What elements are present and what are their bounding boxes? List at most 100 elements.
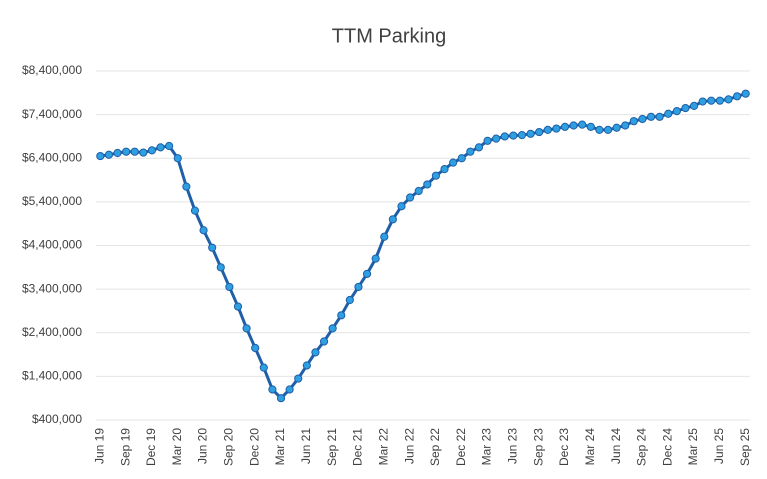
x-tick-label: Sep 23 bbox=[531, 428, 545, 466]
data-point bbox=[646, 112, 656, 121]
x-tick-label: Mar 24 bbox=[583, 428, 597, 466]
y-tick-label: $2,400,000 bbox=[22, 325, 82, 339]
data-point bbox=[414, 186, 423, 196]
data-point bbox=[474, 143, 484, 152]
data-point bbox=[732, 92, 742, 101]
data-point bbox=[423, 180, 432, 189]
x-tick-label: Sep 24 bbox=[635, 428, 649, 466]
x-tick-label: Jun 21 bbox=[299, 428, 313, 464]
data-point bbox=[242, 324, 251, 333]
data-point bbox=[440, 165, 449, 174]
data-point bbox=[698, 97, 707, 106]
y-tick-label: $5,400,000 bbox=[22, 194, 82, 208]
x-tick-label: Sep 22 bbox=[428, 428, 442, 466]
data-point bbox=[371, 254, 380, 263]
data-point bbox=[689, 101, 699, 111]
data-point bbox=[104, 150, 114, 159]
data-point bbox=[319, 337, 329, 346]
data-point bbox=[664, 109, 673, 118]
x-tick-label: Dec 20 bbox=[247, 428, 261, 466]
y-tick-label: $8,400,000 bbox=[22, 63, 82, 77]
y-tick-label: $7,400,000 bbox=[22, 107, 82, 121]
data-point bbox=[156, 143, 165, 152]
data-point bbox=[276, 394, 286, 403]
data-line bbox=[100, 92, 747, 400]
data-point bbox=[552, 124, 561, 133]
x-tick-label: Jun 25 bbox=[712, 428, 726, 464]
data-point bbox=[147, 146, 157, 155]
data-point bbox=[526, 129, 535, 138]
x-tick-label: Sep 21 bbox=[325, 428, 339, 466]
data-point bbox=[251, 343, 260, 353]
data-point bbox=[492, 134, 501, 143]
data-point bbox=[328, 324, 337, 333]
x-tick-label: Jun 23 bbox=[506, 428, 520, 464]
data-point bbox=[259, 363, 268, 372]
x-tick-label: Dec 24 bbox=[660, 428, 674, 466]
data-point bbox=[509, 131, 518, 140]
data-point bbox=[388, 215, 397, 224]
data-point bbox=[139, 148, 148, 157]
data-point bbox=[397, 202, 406, 211]
data-point bbox=[354, 282, 363, 292]
x-tick-label: Jun 22 bbox=[402, 428, 416, 464]
x-tick-label: Sep 25 bbox=[738, 428, 752, 466]
data-point bbox=[621, 121, 630, 130]
data-point bbox=[466, 147, 475, 156]
x-tick-label: Mar 23 bbox=[480, 428, 494, 466]
x-tick-label: Mar 25 bbox=[686, 428, 700, 466]
data-point bbox=[672, 107, 681, 116]
data-point bbox=[302, 361, 311, 370]
data-point bbox=[560, 122, 570, 131]
data-point bbox=[216, 263, 225, 272]
data-point bbox=[190, 206, 200, 215]
data-point bbox=[311, 348, 320, 357]
x-tick-label: Sep 19 bbox=[118, 428, 132, 466]
data-point bbox=[268, 385, 277, 394]
data-point bbox=[225, 282, 234, 292]
data-point bbox=[715, 96, 724, 105]
data-point bbox=[130, 147, 139, 156]
y-tick-label: $6,400,000 bbox=[22, 150, 82, 164]
data-point bbox=[345, 295, 354, 305]
data-point bbox=[638, 114, 647, 124]
x-tick-label: Dec 19 bbox=[144, 428, 158, 466]
x-tick-label: Jun 24 bbox=[609, 428, 623, 464]
data-point bbox=[483, 136, 492, 145]
data-point bbox=[113, 148, 122, 158]
data-point bbox=[431, 171, 441, 180]
data-point bbox=[535, 127, 544, 137]
data-point bbox=[96, 151, 105, 161]
x-tick-label: Dec 22 bbox=[454, 428, 468, 466]
y-tick-label: $4,400,000 bbox=[22, 238, 82, 252]
x-tick-label: Mar 21 bbox=[273, 428, 287, 466]
data-point bbox=[655, 112, 664, 121]
data-point bbox=[285, 385, 294, 394]
data-point bbox=[629, 117, 638, 126]
data-point bbox=[578, 120, 587, 129]
x-tick-label: Dec 21 bbox=[351, 428, 365, 466]
data-point bbox=[208, 243, 217, 252]
data-point bbox=[233, 302, 243, 311]
chart-title: TTM Parking bbox=[332, 25, 446, 47]
data-point bbox=[543, 125, 552, 134]
data-point bbox=[741, 89, 750, 98]
data-point bbox=[122, 147, 131, 156]
data-point bbox=[337, 311, 346, 320]
data-point bbox=[586, 122, 595, 131]
data-point bbox=[173, 154, 182, 163]
y-tick-label: $400,000 bbox=[32, 412, 82, 426]
data-point bbox=[569, 121, 578, 130]
data-point bbox=[681, 103, 690, 113]
data-point bbox=[182, 182, 191, 191]
x-tick-label: Sep 20 bbox=[222, 428, 236, 466]
y-tick-label: $3,400,000 bbox=[22, 281, 82, 295]
data-point bbox=[199, 226, 208, 235]
data-point bbox=[595, 125, 604, 134]
x-tick-label: Jun 19 bbox=[92, 428, 106, 464]
data-point bbox=[500, 132, 509, 141]
data-point bbox=[603, 125, 613, 134]
x-tick-label: Mar 22 bbox=[376, 428, 390, 466]
x-tick-label: Mar 20 bbox=[170, 428, 184, 466]
